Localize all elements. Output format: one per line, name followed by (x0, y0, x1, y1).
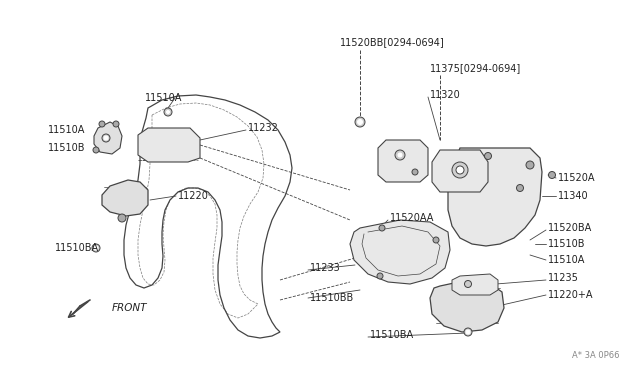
Polygon shape (432, 150, 488, 192)
Polygon shape (94, 122, 122, 154)
Circle shape (464, 328, 472, 336)
Circle shape (412, 169, 418, 175)
Circle shape (164, 108, 172, 116)
Circle shape (398, 153, 402, 157)
Circle shape (484, 153, 492, 160)
Text: A* 3A 0P66: A* 3A 0P66 (573, 351, 620, 360)
Polygon shape (350, 220, 450, 284)
Text: 11220: 11220 (178, 191, 209, 201)
Circle shape (465, 280, 472, 288)
Circle shape (92, 244, 100, 252)
Text: 11510BA: 11510BA (370, 330, 414, 340)
Text: 11233: 11233 (310, 263, 340, 273)
Text: 11510A: 11510A (145, 93, 182, 103)
Circle shape (118, 214, 126, 222)
Text: 11520BB[0294-0694]: 11520BB[0294-0694] (340, 37, 445, 47)
Polygon shape (102, 180, 148, 216)
Polygon shape (124, 95, 292, 338)
Circle shape (358, 119, 362, 125)
Text: 11510A: 11510A (48, 125, 85, 135)
Text: 11520BA: 11520BA (548, 223, 592, 233)
Circle shape (99, 121, 105, 127)
Circle shape (94, 246, 98, 250)
Polygon shape (448, 148, 542, 246)
Text: 11510BA: 11510BA (55, 243, 99, 253)
Polygon shape (378, 140, 428, 182)
Text: 11220+A: 11220+A (548, 290, 593, 300)
Circle shape (548, 171, 556, 179)
Circle shape (355, 117, 365, 127)
Circle shape (395, 150, 405, 160)
Text: 11510BB: 11510BB (310, 293, 355, 303)
Circle shape (166, 110, 170, 113)
Circle shape (466, 330, 470, 334)
Text: 11510B: 11510B (548, 239, 586, 249)
Circle shape (452, 162, 468, 178)
Text: 11340: 11340 (558, 191, 589, 201)
Circle shape (379, 225, 385, 231)
Text: 11375[0294-0694]: 11375[0294-0694] (430, 63, 521, 73)
Circle shape (526, 161, 534, 169)
Text: 11320: 11320 (430, 90, 461, 100)
Circle shape (456, 166, 464, 174)
Text: 11520A: 11520A (558, 173, 595, 183)
Circle shape (516, 185, 524, 192)
Polygon shape (138, 128, 200, 162)
Text: 11510A: 11510A (548, 255, 586, 265)
Circle shape (102, 134, 110, 142)
Circle shape (433, 237, 439, 243)
Text: 11510B: 11510B (48, 143, 86, 153)
Circle shape (113, 121, 119, 127)
Text: FRONT: FRONT (112, 303, 147, 313)
Circle shape (377, 273, 383, 279)
Text: 11232: 11232 (248, 123, 279, 133)
Circle shape (93, 147, 99, 153)
Circle shape (104, 136, 108, 140)
Polygon shape (430, 280, 504, 332)
Text: 11520AA: 11520AA (390, 213, 435, 223)
Text: 11235: 11235 (548, 273, 579, 283)
Polygon shape (452, 274, 498, 295)
